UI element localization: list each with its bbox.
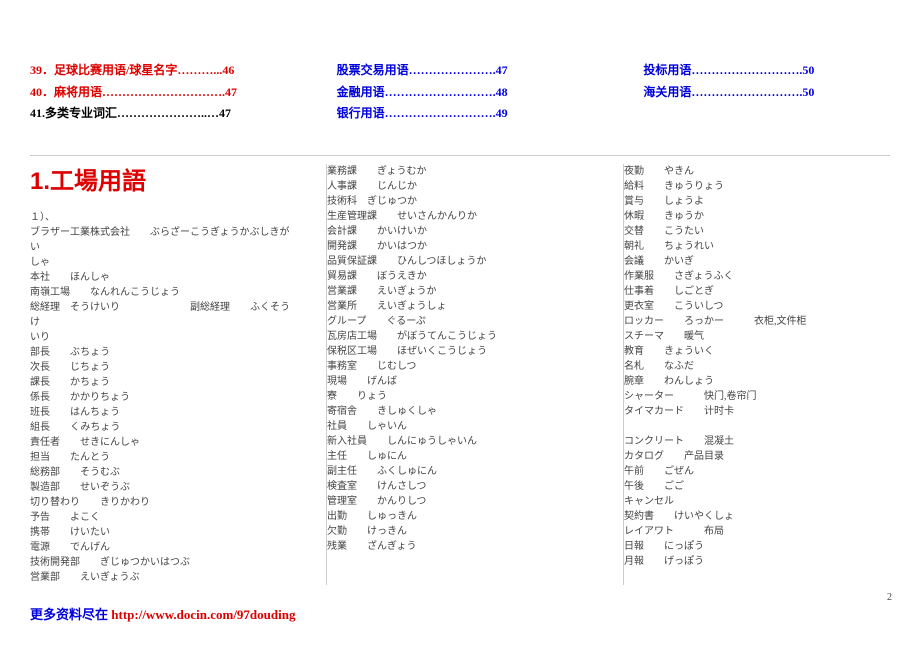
vocab-line: 主任 しゅにん: [327, 449, 593, 464]
vocab-line: 係長 かかりちょう: [30, 390, 296, 405]
vocab-line: 事務室 じむしつ: [327, 359, 593, 374]
vocab-line: 管理室 かんりしつ: [327, 494, 593, 509]
vocab-line: 寮 りょう: [327, 389, 593, 404]
toc-column-1: 39．足球比赛用语/球星名字………...4640．麻将用语………………………….…: [30, 60, 277, 125]
vocab-line: 検査室 けんさしつ: [327, 479, 593, 494]
vocab-line: 南嶺工場 なんれんこうじょう: [30, 285, 296, 300]
vocab-line: 本社 ほんしゃ: [30, 270, 296, 285]
vocab-line: 課長 かちょう: [30, 375, 296, 390]
content-column-2: 業務課 ぎょうむか人事課 じんじか技術科 ぎじゅつか生産管理課 せいさんかんりか…: [326, 164, 593, 585]
toc-entry[interactable]: 银行用语……………………….49: [337, 103, 584, 125]
vocab-line: 人事課 じんじか: [327, 179, 593, 194]
vocab-line: 次長 じちょう: [30, 360, 296, 375]
vocab-line: 更衣室 こういしつ: [624, 299, 890, 314]
vocab-line: スチーマ 暖气: [624, 329, 890, 344]
vocab-line: コンクリート 混凝土: [624, 434, 890, 449]
vocab-line: 会議 かいぎ: [624, 254, 890, 269]
vocab-line: 賞与 しょうよ: [624, 194, 890, 209]
vocab-line: 予告 よこく: [30, 510, 296, 525]
vocab-line: 欠勤 けっきん: [327, 524, 593, 539]
vocab-line: 業務課 ぎょうむか: [327, 164, 593, 179]
vocab-line: 契約書 けいやくしょ: [624, 509, 890, 524]
vocab-line: 月報 げっぽう: [624, 554, 890, 569]
toc-entry[interactable]: 41.多类专业词汇…………………..…47: [30, 103, 277, 125]
vocab-line: 寄宿舎 きしゅくしゃ: [327, 404, 593, 419]
vocab-line: 午後 ごご: [624, 479, 890, 494]
vocab-line: 朝礼 ちょうれい: [624, 239, 890, 254]
vocab-line: 会計課 かいけいか: [327, 224, 593, 239]
footer: 更多资料尽在 http://www.docin.com/97douding: [30, 604, 295, 623]
vocab-line: タイマカード 计时卡: [624, 404, 890, 419]
vocab-line: １）、: [30, 210, 296, 225]
vocab-line: しゃ: [30, 255, 296, 270]
footer-label: 更多资料尽在: [30, 607, 111, 622]
vocab-line: 部長 ぶちょう: [30, 345, 296, 360]
vocab-line: 技術開発部 ぎじゅつかいはつぶ: [30, 555, 296, 570]
vocab-line: 責任者 せきにんしゃ: [30, 435, 296, 450]
vocab-line: 開発課 かいはつか: [327, 239, 593, 254]
vocab-line: 生産管理課 せいさんかんりか: [327, 209, 593, 224]
vocab-line: 組長 くみちょう: [30, 420, 296, 435]
toc-entry[interactable]: 40．麻将用语………………………….47: [30, 82, 277, 104]
vocab-line: 残業 ざんぎょう: [327, 539, 593, 554]
vocab-line: 教育 きょういく: [624, 344, 890, 359]
vocab-line: 担当 たんとう: [30, 450, 296, 465]
vocab-line: レイアワト 布局: [624, 524, 890, 539]
vocab-line: いり: [30, 330, 296, 345]
vocab-line: 切り替わり きりかわり: [30, 495, 296, 510]
vocab-line: 出勤 しゅっきん: [327, 509, 593, 524]
page-number: 2: [887, 592, 892, 603]
table-of-contents: 39．足球比赛用语/球星名字………...4640．麻将用语………………………….…: [30, 60, 890, 125]
vocab-line: 営業所 えいぎょうしょ: [327, 299, 593, 314]
vocab-line: 瓦房店工場 がぼうてんこうじょう: [327, 329, 593, 344]
footer-link[interactable]: http://www.docin.com/97douding: [111, 607, 295, 622]
vocab-line: 作業服 さぎょうふく: [624, 269, 890, 284]
vocab-line: 現場 げんば: [327, 374, 593, 389]
vocab-line: 総務部 そうむぶ: [30, 465, 296, 480]
vocab-line: ブラザー工業株式会社 ぶらざーこうぎょうかぶしきがい: [30, 225, 296, 255]
toc-column-2: 股票交易用语………………….47金融用语……………………….48银行用语……………: [337, 60, 584, 125]
content-column-3: 夜勤 やきん給料 きゅうりょう賞与 しょうよ休暇 きゅうか交替 こうたい朝礼 ち…: [623, 164, 890, 585]
vocab-line: 品質保証課 ひんしつほしょうか: [327, 254, 593, 269]
toc-entry[interactable]: 股票交易用语………………….47: [337, 60, 584, 82]
vocab-line: 午前 ごぜん: [624, 464, 890, 479]
vocab-line: 技術科 ぎじゅつか: [327, 194, 593, 209]
vocab-line: 製造部 せいぞうぶ: [30, 480, 296, 495]
content-column-1: 1.工場用語 １）、ブラザー工業株式会社 ぶらざーこうぎょうかぶしきがいしゃ本社…: [30, 164, 296, 585]
toc-entry[interactable]: 海关用语……………………….50: [643, 82, 890, 104]
vocab-line: 班長 はんちょう: [30, 405, 296, 420]
toc-entry[interactable]: 39．足球比赛用语/球星名字………...46: [30, 60, 277, 82]
vocab-line: 腕章 わんしょう: [624, 374, 890, 389]
vocab-line: 貿易課 ぼうえきか: [327, 269, 593, 284]
vocab-line: [624, 419, 890, 434]
vocab-line: シャーター 快门,卷帘门: [624, 389, 890, 404]
vocab-line: 名札 なふだ: [624, 359, 890, 374]
vocab-line: 営業部 えいぎょうぶ: [30, 570, 296, 585]
section-heading: 1.工場用語: [30, 164, 296, 200]
vocab-line: 電源 でんげん: [30, 540, 296, 555]
vocab-line: 休暇 きゅうか: [624, 209, 890, 224]
vocab-line: カタログ 产品目录: [624, 449, 890, 464]
toc-entry[interactable]: 金融用语……………………….48: [337, 82, 584, 104]
main-content: 1.工場用語 １）、ブラザー工業株式会社 ぶらざーこうぎょうかぶしきがいしゃ本社…: [30, 155, 890, 585]
toc-entry[interactable]: 投标用语……………………….50: [643, 60, 890, 82]
vocab-line: 保税区工場 ほぜいくこうじょう: [327, 344, 593, 359]
vocab-line: 交替 こうたい: [624, 224, 890, 239]
vocab-line: グループ ぐるーぷ: [327, 314, 593, 329]
vocab-line: 携帯 けいたい: [30, 525, 296, 540]
vocab-line: 副主任 ふくしゅにん: [327, 464, 593, 479]
vocab-line: 日報 にっぽう: [624, 539, 890, 554]
vocab-line: 仕事着 しごとぎ: [624, 284, 890, 299]
vocab-line: 新入社員 しんにゅうしゃいん: [327, 434, 593, 449]
vocab-line: 営業課 えいぎょうか: [327, 284, 593, 299]
vocab-line: 夜勤 やきん: [624, 164, 890, 179]
vocab-line: 総経理 そうけいり 副総経理 ふくそうけ: [30, 300, 296, 330]
vocab-line: ロッカー ろっかー 衣柜,文件柜: [624, 314, 890, 329]
vocab-line: キャンセル: [624, 494, 890, 509]
toc-column-3: 投标用语……………………….50海关用语……………………….50: [643, 60, 890, 125]
vocab-line: 社員 しゃいん: [327, 419, 593, 434]
vocab-line: 給料 きゅうりょう: [624, 179, 890, 194]
